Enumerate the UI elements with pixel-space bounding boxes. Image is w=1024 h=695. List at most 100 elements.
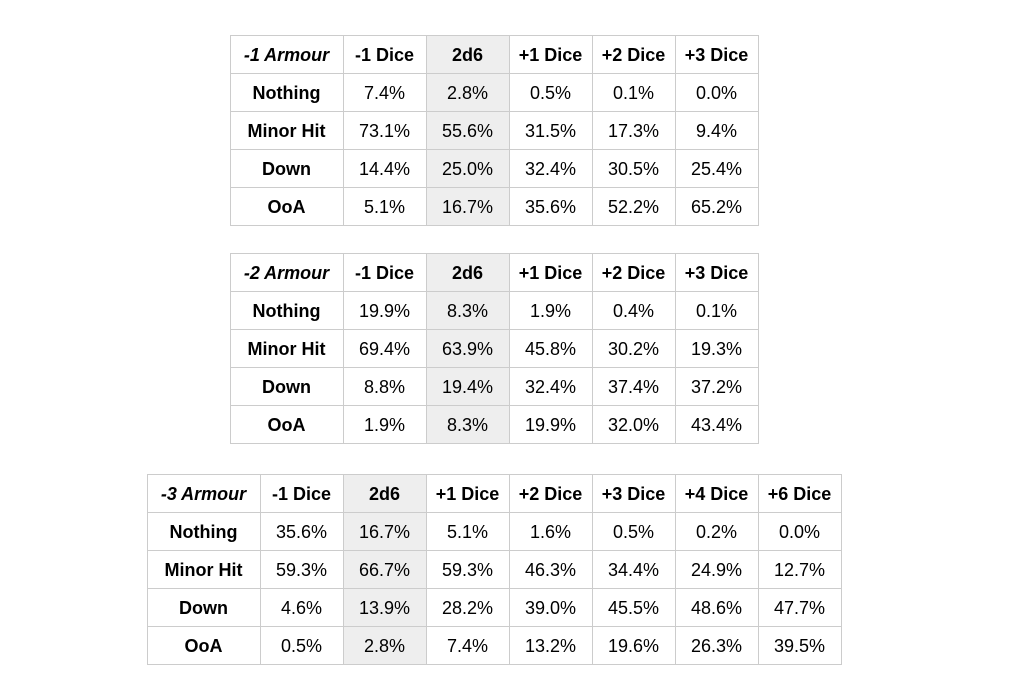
value-cell: 30.2% xyxy=(591,329,676,368)
value-cell: 1.9% xyxy=(342,405,427,444)
value-cell: 8.8% xyxy=(342,367,427,406)
table-row: OoA 1.9% 8.3% 19.9% 32.0% 43.4% xyxy=(229,405,759,444)
row-label: Down xyxy=(229,367,344,406)
value-cell: 9.4% xyxy=(674,111,759,150)
column-header: +1 Dice xyxy=(425,474,510,513)
value-cell: 25.0% xyxy=(425,149,510,188)
value-cell: 0.5% xyxy=(259,626,344,665)
header-row: -3 Armour -1 Dice 2d6 +1 Dice +2 Dice +3 Dice… xyxy=(146,474,842,513)
table-row: Down 4.6% 13.9% 28.2% 39.0% 45.5% 48.6% 47.7% xyxy=(146,588,842,627)
value-cell: 8.3% xyxy=(425,291,510,330)
column-header: +2 Dice xyxy=(591,253,676,292)
column-header: 2d6 xyxy=(425,253,510,292)
value-cell: 8.3% xyxy=(425,405,510,444)
column-header: +4 Dice xyxy=(674,474,759,513)
value-cell: 16.7% xyxy=(342,512,427,551)
table-title-cell: -2 Armour xyxy=(229,253,344,292)
value-cell: 4.6% xyxy=(259,588,344,627)
row-label: Minor Hit xyxy=(229,329,344,368)
column-header: +2 Dice xyxy=(591,35,676,74)
value-cell: 0.4% xyxy=(591,291,676,330)
value-cell: 19.3% xyxy=(674,329,759,368)
value-cell: 25.4% xyxy=(674,149,759,188)
value-cell: 19.9% xyxy=(508,405,593,444)
table-row: Down 14.4% 25.0% 32.4% 30.5% 25.4% xyxy=(229,149,759,188)
value-cell: 13.2% xyxy=(508,626,593,665)
value-cell: 0.1% xyxy=(674,291,759,330)
column-header: +1 Dice xyxy=(508,253,593,292)
table-row: Nothing 35.6% 16.7% 5.1% 1.6% 0.5% 0.2% 0.0% xyxy=(146,512,842,551)
probability-table-2-armour: -2 Armour -1 Dice 2d6 +1 Dice +2 Dice +3 Dice… xyxy=(229,253,759,444)
value-cell: 45.5% xyxy=(591,588,676,627)
value-cell: 30.5% xyxy=(591,149,676,188)
value-cell: 0.0% xyxy=(757,512,842,551)
value-cell: 16.7% xyxy=(425,187,510,226)
table-title-cell: -3 Armour xyxy=(146,474,261,513)
row-label: Down xyxy=(229,149,344,188)
value-cell: 28.2% xyxy=(425,588,510,627)
row-label: OoA xyxy=(229,405,344,444)
column-header: +3 Dice xyxy=(674,35,759,74)
column-header: +6 Dice xyxy=(757,474,842,513)
column-header: 2d6 xyxy=(425,35,510,74)
value-cell: 12.7% xyxy=(757,550,842,589)
value-cell: 32.0% xyxy=(591,405,676,444)
value-cell: 35.6% xyxy=(508,187,593,226)
value-cell: 46.3% xyxy=(508,550,593,589)
value-cell: 55.6% xyxy=(425,111,510,150)
table-row: Nothing 7.4% 2.8% 0.5% 0.1% 0.0% xyxy=(229,73,759,112)
table-row: Down 8.8% 19.4% 32.4% 37.4% 37.2% xyxy=(229,367,759,406)
value-cell: 31.5% xyxy=(508,111,593,150)
row-label: Nothing xyxy=(229,291,344,330)
value-cell: 59.3% xyxy=(425,550,510,589)
table-row: Minor Hit 73.1% 55.6% 31.5% 17.3% 9.4% xyxy=(229,111,759,150)
value-cell: 0.2% xyxy=(674,512,759,551)
row-label: Nothing xyxy=(146,512,261,551)
value-cell: 19.4% xyxy=(425,367,510,406)
value-cell: 0.5% xyxy=(508,73,593,112)
value-cell: 2.8% xyxy=(425,73,510,112)
value-cell: 39.5% xyxy=(757,626,842,665)
value-cell: 7.4% xyxy=(425,626,510,665)
value-cell: 37.2% xyxy=(674,367,759,406)
value-cell: 5.1% xyxy=(425,512,510,551)
value-cell: 0.5% xyxy=(591,512,676,551)
table-title-cell: -1 Armour xyxy=(229,35,344,74)
value-cell: 0.0% xyxy=(674,73,759,112)
value-cell: 37.4% xyxy=(591,367,676,406)
value-cell: 24.9% xyxy=(674,550,759,589)
value-cell: 0.1% xyxy=(591,73,676,112)
column-header: +3 Dice xyxy=(674,253,759,292)
value-cell: 1.9% xyxy=(508,291,593,330)
value-cell: 13.9% xyxy=(342,588,427,627)
value-cell: 26.3% xyxy=(674,626,759,665)
row-label: Minor Hit xyxy=(146,550,261,589)
value-cell: 2.8% xyxy=(342,626,427,665)
table-row: OoA 5.1% 16.7% 35.6% 52.2% 65.2% xyxy=(229,187,759,226)
row-label: Nothing xyxy=(229,73,344,112)
column-header: -1 Dice xyxy=(259,474,344,513)
value-cell: 39.0% xyxy=(508,588,593,627)
value-cell: 43.4% xyxy=(674,405,759,444)
row-label: Down xyxy=(146,588,261,627)
value-cell: 73.1% xyxy=(342,111,427,150)
column-header: 2d6 xyxy=(342,474,427,513)
column-header: -1 Dice xyxy=(342,35,427,74)
value-cell: 69.4% xyxy=(342,329,427,368)
value-cell: 32.4% xyxy=(508,367,593,406)
table-row: Minor Hit 69.4% 63.9% 45.8% 30.2% 19.3% xyxy=(229,329,759,368)
value-cell: 45.8% xyxy=(508,329,593,368)
value-cell: 1.6% xyxy=(508,512,593,551)
table-row: Nothing 19.9% 8.3% 1.9% 0.4% 0.1% xyxy=(229,291,759,330)
header-row: -2 Armour -1 Dice 2d6 +1 Dice +2 Dice +3 Dice xyxy=(229,253,759,292)
column-header: -1 Dice xyxy=(342,253,427,292)
table-row: OoA 0.5% 2.8% 7.4% 13.2% 19.6% 26.3% 39.5% xyxy=(146,626,842,665)
value-cell: 66.7% xyxy=(342,550,427,589)
table-row: Minor Hit 59.3% 66.7% 59.3% 46.3% 34.4% 24.9% 1… xyxy=(146,550,842,589)
probability-table-3-armour: -3 Armour -1 Dice 2d6 +1 Dice +2 Dice +3 Dice… xyxy=(146,474,842,665)
value-cell: 19.9% xyxy=(342,291,427,330)
probability-table-1-armour: -1 Armour -1 Dice 2d6 +1 Dice +2 Dice +3 Dice… xyxy=(229,35,759,226)
value-cell: 59.3% xyxy=(259,550,344,589)
value-cell: 5.1% xyxy=(342,187,427,226)
value-cell: 48.6% xyxy=(674,588,759,627)
